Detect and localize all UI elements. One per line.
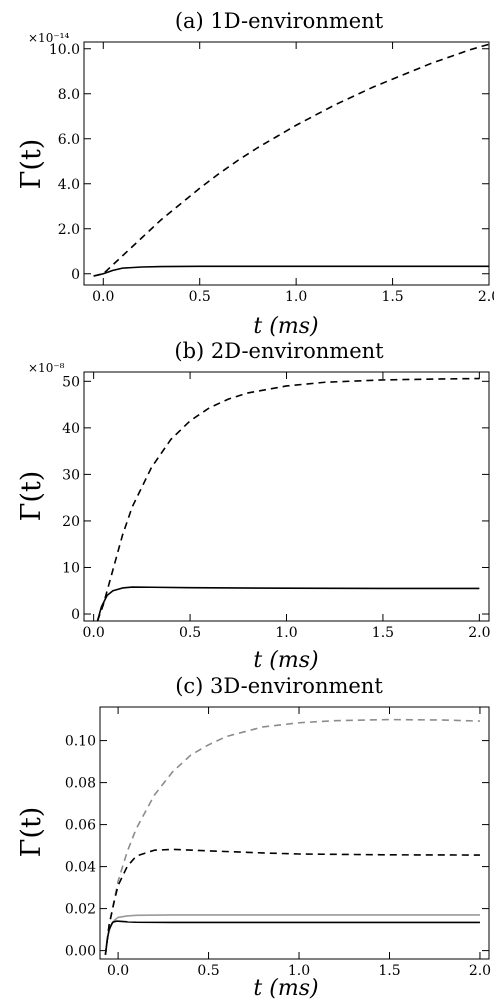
y-tick-label: 10.0 bbox=[49, 42, 80, 58]
panel-b-x-axis-label: t (ms) bbox=[253, 648, 318, 673]
panel-b-frame bbox=[83, 371, 490, 622]
y-tick-label: 0 bbox=[71, 607, 80, 623]
y-tick-label: 50 bbox=[62, 374, 80, 390]
panel-b: (b) 2D-environment ×10⁻⁸ 0.0 0.5 1.0 1.5 2.0… bbox=[16, 339, 490, 673]
x-tick-label: 1.0 bbox=[275, 625, 297, 641]
panel-c-title: (c) 3D-environment bbox=[175, 674, 383, 698]
y-tick-label: 20 bbox=[62, 514, 80, 530]
panel-a-y-axis-label: Γ(t) bbox=[16, 139, 47, 190]
series-line-1 bbox=[104, 848, 480, 955]
x-tick-label: 1.0 bbox=[288, 963, 310, 979]
x-tick-label: 0.0 bbox=[92, 289, 114, 305]
series-line-1 bbox=[96, 586, 480, 621]
y-tick-label: 0.08 bbox=[65, 776, 96, 792]
y-tick-label: 0 bbox=[71, 267, 80, 283]
x-tick-label: 2.0 bbox=[469, 963, 491, 979]
series-line-1 bbox=[93, 265, 489, 277]
y-tick-label: 40 bbox=[62, 421, 80, 437]
panel-b-y-axis-label: Γ(t) bbox=[16, 471, 47, 522]
panel-c: (c) 3D-environment 0.0 0.5 1.0 1.5 2.00.000.… bbox=[16, 674, 491, 1001]
y-tick-label: 30 bbox=[62, 467, 80, 483]
panel-c-x-axis-label: t (ms) bbox=[253, 976, 318, 1001]
x-tick-label: 1.0 bbox=[285, 289, 307, 305]
x-tick-label: 0.5 bbox=[179, 625, 201, 641]
x-tick-label: 1.5 bbox=[372, 625, 394, 641]
series-line-0 bbox=[104, 718, 480, 955]
panel-a-y-multiplier: ×10⁻¹⁴ bbox=[28, 31, 69, 45]
x-tick-label: 0.5 bbox=[197, 963, 219, 979]
panel-b-title: (b) 2D-environment bbox=[174, 339, 384, 363]
panel-c-frame bbox=[99, 706, 490, 960]
x-tick-label: 0.5 bbox=[189, 289, 211, 305]
y-tick-label: 6.0 bbox=[58, 132, 80, 148]
x-tick-label: 2.0 bbox=[468, 625, 490, 641]
panel-a-series bbox=[93, 43, 489, 277]
panel-a-x-axis-label: t (ms) bbox=[253, 314, 318, 339]
panel-a-frame bbox=[83, 41, 490, 286]
series-line-0 bbox=[93, 43, 489, 277]
y-tick-label: 0.10 bbox=[65, 734, 96, 750]
panel-a-title: (a) 1D-environment bbox=[175, 9, 384, 33]
y-tick-label: 2.0 bbox=[58, 222, 80, 238]
x-tick-label: 1.5 bbox=[378, 963, 400, 979]
panel-b-y-multiplier: ×10⁻⁸ bbox=[28, 361, 65, 375]
panel-a: (a) 1D-environment ×10⁻¹⁴ 0.0 0.5 1.0 1.5 2.… bbox=[16, 9, 494, 339]
series-line-2 bbox=[104, 914, 480, 955]
x-tick-label: 2.0 bbox=[478, 289, 494, 305]
series-line-0 bbox=[96, 377, 480, 621]
panel-b-series bbox=[96, 377, 480, 621]
x-tick-label: 0.0 bbox=[83, 625, 105, 641]
y-tick-label: 10 bbox=[62, 560, 80, 576]
y-tick-label: 0.02 bbox=[65, 902, 96, 918]
panel-b-ticks: 0.0 0.5 1.0 1.5 2.0 0 10 20 30 40 50 bbox=[62, 372, 490, 641]
panel-c-ticks: 0.0 0.5 1.0 1.5 2.0 0.00 0.02 0.04 0.06 0.08 0.10 bbox=[65, 707, 491, 979]
y-tick-label: 0.04 bbox=[65, 860, 96, 876]
y-tick-label: 0.06 bbox=[65, 818, 96, 834]
series-line-3 bbox=[104, 920, 480, 955]
panel-c-series bbox=[104, 718, 480, 955]
y-tick-label: 4.0 bbox=[58, 177, 80, 193]
y-tick-label: 0.00 bbox=[65, 944, 96, 960]
panel-a-ticks: 0.0 0.5 1.0 1.5 2.0 0 2.0 4.0 6.0 8.0 10.0 bbox=[49, 42, 494, 305]
x-tick-label: 0.0 bbox=[107, 963, 129, 979]
panel-c-y-axis-label: Γ(t) bbox=[16, 807, 47, 858]
y-tick-label: 8.0 bbox=[58, 87, 80, 103]
x-tick-label: 1.5 bbox=[381, 289, 403, 305]
